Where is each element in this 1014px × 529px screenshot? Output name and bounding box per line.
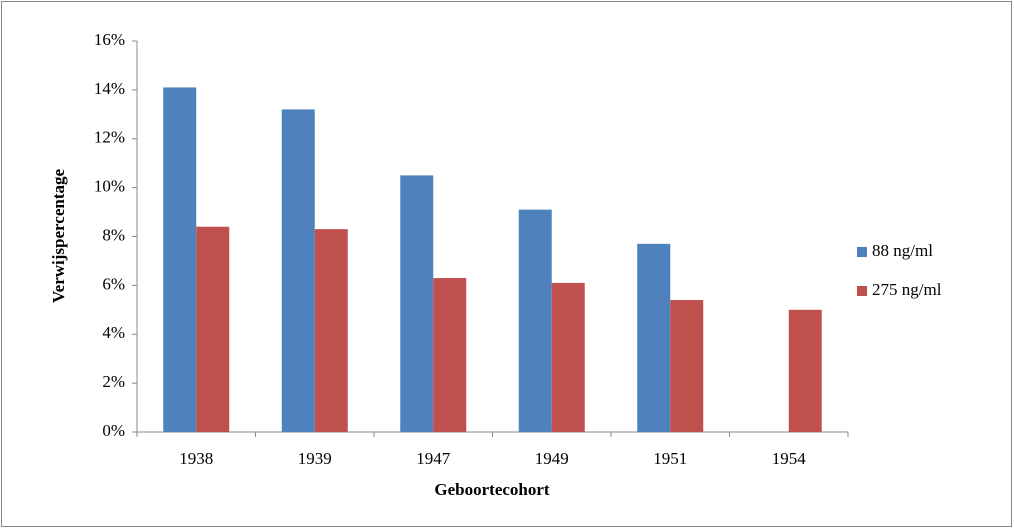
y-axis-title: Verwijspercentage [49,169,68,304]
bar [637,243,671,432]
bar [314,229,348,432]
y-tick-label: 14% [94,79,125,98]
y-tick-label: 12% [94,128,125,147]
x-tick-label: 1938 [179,449,213,468]
bar [400,175,434,432]
x-tick-label: 1939 [298,449,332,468]
x-tick-label: 1954 [772,449,807,468]
legend-label: 88 ng/ml [872,241,933,260]
legend-label: 275 ng/ml [872,280,942,299]
legend-swatch [857,286,867,296]
y-tick-label: 6% [102,274,125,293]
bar [281,109,315,433]
x-tick-label: 1949 [535,449,569,468]
x-tick-label: 1951 [653,449,687,468]
y-tick-label: 8% [102,225,125,244]
bar [788,309,822,432]
y-tick-label: 10% [94,177,125,196]
legend-swatch [857,247,867,257]
bar [163,87,197,433]
bar [433,278,467,432]
x-tick-label: 1947 [416,449,451,468]
bar [551,282,585,432]
bar [670,300,704,432]
y-tick-label: 0% [102,421,125,440]
y-tick-label: 16% [94,30,125,49]
y-tick-label: 4% [102,323,125,342]
y-tick-label: 2% [102,372,125,391]
bar [196,226,230,432]
x-axis-title: Geboortecohort [434,480,550,499]
bar [518,209,552,432]
